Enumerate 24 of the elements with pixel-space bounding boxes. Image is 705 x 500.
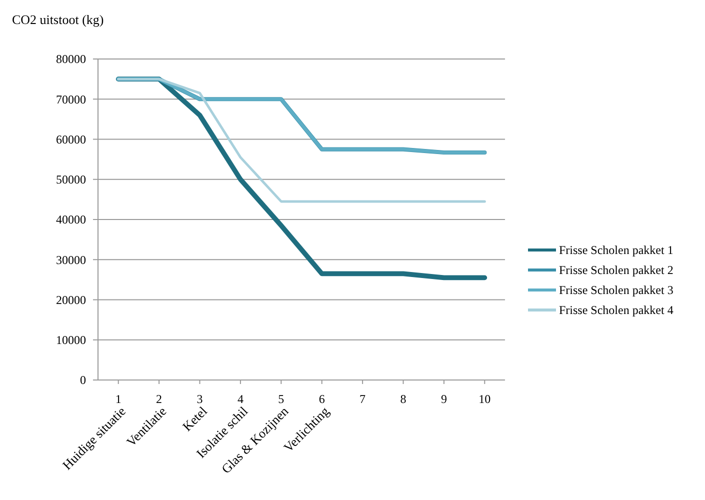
y-tick-label: 10000 xyxy=(56,333,86,348)
x-tick-label: 6 xyxy=(318,392,325,406)
x-tick-label: 7 xyxy=(360,392,366,406)
x-tick-label: 4 xyxy=(237,392,244,406)
x-tick-label: 2 xyxy=(156,392,162,406)
y-tick-label: 80000 xyxy=(56,52,86,66)
legend-label: Frisse Scholen pakket 1 xyxy=(559,243,674,258)
y-tick-label: 30000 xyxy=(56,252,86,267)
legend-label: Frisse Scholen pakket 4 xyxy=(559,303,674,318)
x-tick-label: 3 xyxy=(196,392,203,406)
x-tick-label: 9 xyxy=(440,392,447,406)
y-tick-label: 70000 xyxy=(56,92,86,106)
y-tick-label: 0 xyxy=(80,373,86,388)
x-tick-label: 5 xyxy=(278,392,284,406)
y-tick-label: 60000 xyxy=(56,132,86,146)
x-tick-label: 1 xyxy=(115,392,122,406)
x-tick-label: 10 xyxy=(478,392,491,406)
y-tick-label: 40000 xyxy=(56,212,86,227)
y-tick-label: 50000 xyxy=(56,172,86,187)
y-axis-title: CO2 uitstoot (kg) xyxy=(12,12,104,27)
x-tick-label: 8 xyxy=(400,392,406,406)
legend-label: Frisse Scholen pakket 2 xyxy=(559,263,674,278)
y-tick-label: 20000 xyxy=(56,292,86,307)
legend-label: Frisse Scholen pakket 3 xyxy=(559,283,674,298)
